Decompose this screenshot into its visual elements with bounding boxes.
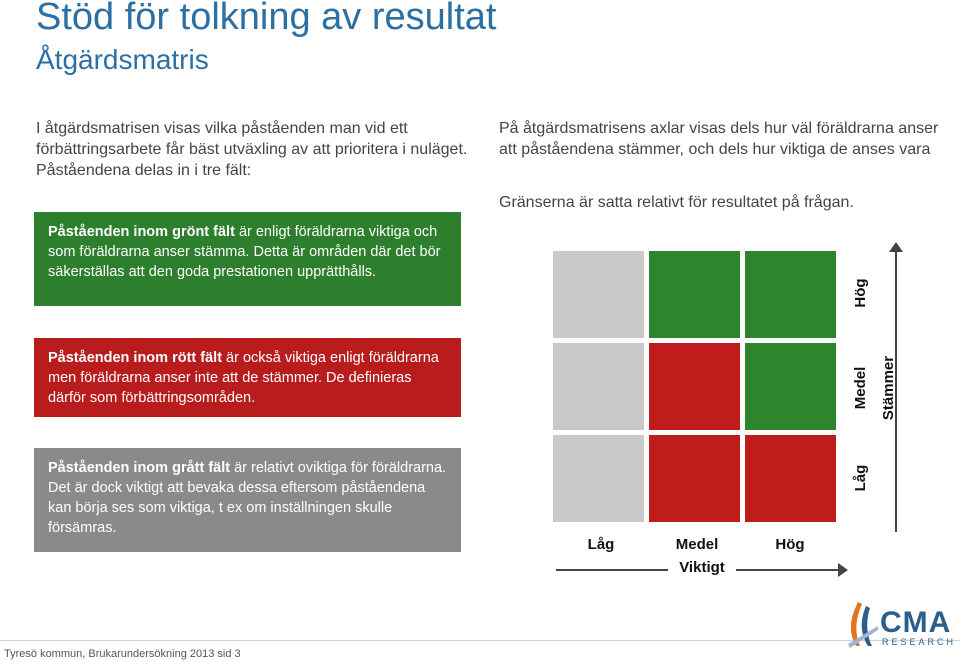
gray-field-text: är relativt oviktiga för föräldrarna. De… [48,460,447,536]
matrix-cell-gray [552,434,645,523]
footer-text: Tyresö kommun, Brukarundersökning 2013 s… [4,648,241,660]
matrix-cell-green [648,250,741,339]
matrix-cell-red [744,434,837,523]
gray-field-box: Påståenden inom grått fält är relativt o… [34,448,461,552]
axes-description: På åtgärdsmatrisens axlar visas dels hur… [499,120,939,158]
x-axis-title-background [668,557,736,579]
y-axis-arrow-icon [889,242,903,252]
red-field-box: Påståenden inom rött fält är också vikti… [34,338,461,417]
matrix-cell-green [744,250,837,339]
intro-text: I åtgärdsmatrisen visas vilka påståenden… [36,120,468,179]
red-field-bold: Påståenden inom rött fält [48,350,223,366]
cma-logo-icon [848,602,878,648]
gray-field-bold: Påståenden inom grått fält [48,460,231,476]
matrix-cell-green [744,342,837,431]
matrix-cell-red [648,342,741,431]
y-axis-title: Stämmer [880,355,897,421]
x-label-low: Låg [587,536,615,553]
y-axis-line [895,250,897,532]
green-field-box: Påståenden inom grönt fält är enligt för… [34,212,461,306]
logo-name: CMA [880,606,952,639]
y-label-low: Låg [852,464,869,492]
x-label-high: Hög [775,536,805,553]
green-field-bold: Påståenden inom grönt fält [48,224,235,240]
footer-divider [0,640,960,641]
matrix-cell-gray [552,250,645,339]
red-field-text: är också viktiga enligt föräldrarna men … [48,350,439,406]
matrix-cell-gray [552,342,645,431]
logo-subtitle: RESEARCH [882,637,957,647]
x-label-medium: Medel [675,536,719,553]
limits-note: Gränserna är satta relativt för resultat… [499,194,854,211]
action-matrix [552,250,840,526]
y-label-medium: Medel [852,366,869,410]
y-label-high: Hög [852,278,869,308]
x-axis-arrow-icon [838,563,848,577]
page-subtitle: Åtgärdsmatris [36,44,209,75]
green-field-text: är enligt föräldrarna viktiga och som fö… [48,224,441,280]
matrix-cell-red [648,434,741,523]
page-title: Stöd för tolkning av resultat [36,0,497,38]
x-axis-title: Viktigt [679,559,725,576]
